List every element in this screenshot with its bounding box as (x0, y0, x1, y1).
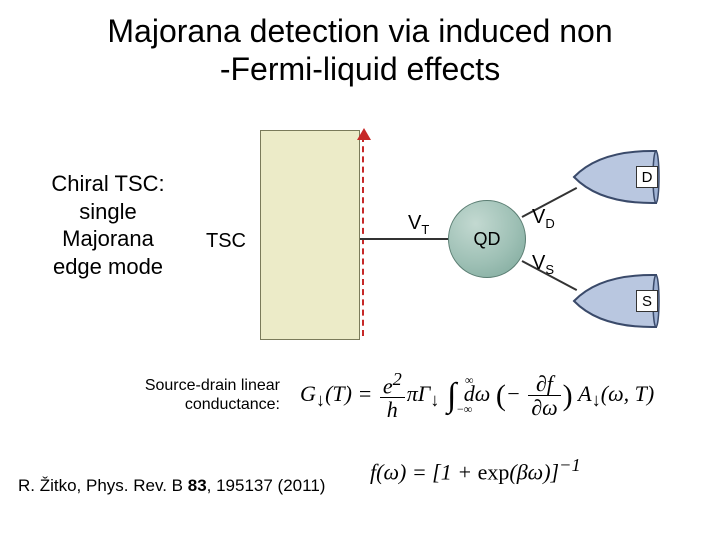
majorana-edge-line (362, 136, 364, 336)
main-content: Chiral TSC: single Majorana edge mode TS… (0, 130, 720, 360)
caption-l1: Chiral TSC: (51, 171, 164, 196)
frac-e2-h: e2 h (380, 370, 405, 422)
quantum-dot: QD (448, 200, 526, 278)
drain-lead: D (570, 148, 660, 206)
slide-title: Majorana detection via induced non -Ferm… (0, 0, 720, 89)
vs-label: VS (532, 252, 554, 277)
citation: R. Žitko, Phys. Rev. B 83, 195137 (2011) (18, 475, 325, 496)
drain-label: D (636, 166, 658, 188)
fermi-formula: f(ω) = [1 + exp(βω)]−1 (370, 455, 581, 485)
citation-volume: 83 (188, 476, 207, 495)
conductance-caption: Source-drain linear conductance: (80, 376, 280, 414)
tsc-slab (260, 130, 360, 340)
conductance-formula: G↓(T) = e2 h πΓ↓ ∫∞−∞ dω (− ∂f ∂ω ) A↓(ω… (300, 370, 654, 422)
caption-l2: single (79, 199, 136, 224)
setup-diagram: TSC VT QD VD VS D (210, 130, 690, 360)
source-label: S (636, 290, 658, 312)
vt-label: VT (408, 212, 429, 237)
caption-l4: edge mode (53, 254, 163, 279)
majorana-edge-arrow-icon (357, 128, 371, 140)
citation-rest: , 195137 (2011) (207, 476, 326, 495)
title-line-1: Majorana detection via induced non (107, 13, 612, 49)
citation-journal: Phys. Rev. B (86, 476, 188, 495)
frac-df-dw: ∂f ∂ω (528, 372, 560, 419)
vd-label: VD (532, 206, 555, 231)
chiral-caption: Chiral TSC: single Majorana edge mode (18, 170, 198, 280)
source-lead: S (570, 272, 660, 330)
wire-tsc-qd (360, 238, 448, 240)
citation-author: R. Žitko, (18, 476, 86, 495)
title-line-2: -Fermi-liquid effects (220, 51, 500, 87)
caption-l3: Majorana (62, 226, 154, 251)
tsc-label: TSC (206, 230, 246, 253)
qd-label: QD (474, 229, 501, 250)
integral-icon: ∫∞−∞ (447, 377, 456, 415)
